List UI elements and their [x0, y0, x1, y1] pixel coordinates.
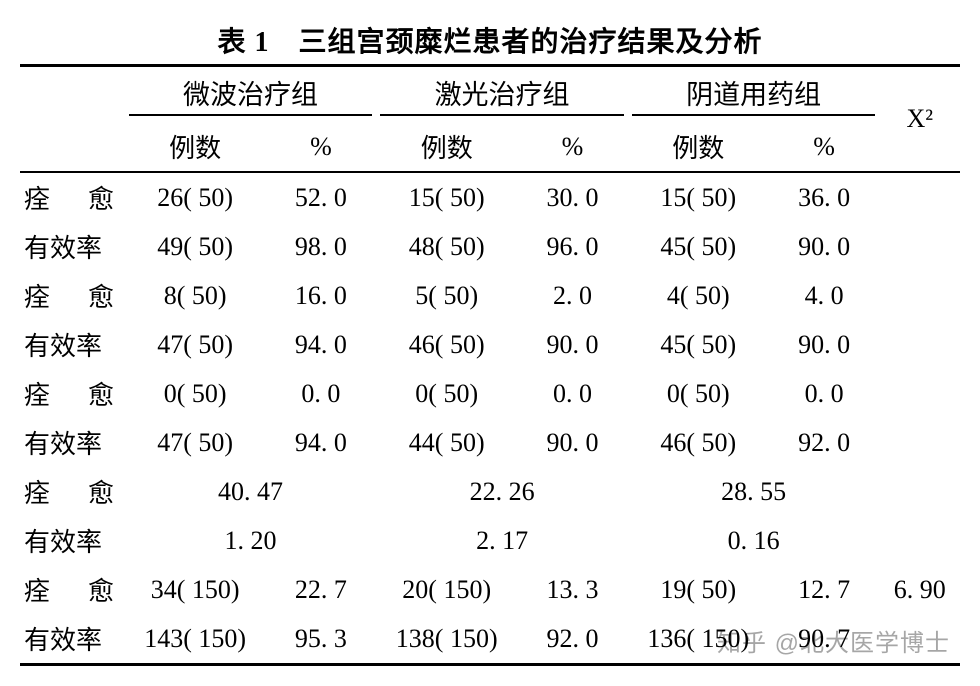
subhdr-pct: % [769, 122, 880, 172]
table-cell: 36. 0 [769, 172, 880, 222]
table-cell: 47( 50) [125, 418, 266, 467]
table-cell [879, 172, 960, 222]
table-row: 痊 愈8( 50)16. 05( 50)2. 04( 50)4. 0 [20, 271, 960, 320]
table-row: 痊 愈34( 150)22. 720( 150)13. 319( 50)12. … [20, 565, 960, 614]
row-label: 痊 愈 [20, 271, 125, 320]
table-cell: 0. 16 [628, 516, 880, 565]
table-row: 有效率49( 50)98. 048( 50)96. 045( 50)90. 0 [20, 222, 960, 271]
table-cell: 0( 50) [125, 369, 266, 418]
table-cell: 15( 50) [376, 172, 517, 222]
table-cell: 96. 0 [517, 222, 628, 271]
table-cell: 92. 0 [517, 614, 628, 665]
table-cell: 90. 0 [769, 320, 880, 369]
table-cell: 0. 0 [517, 369, 628, 418]
row-label: 痊 愈 [20, 172, 125, 222]
table-cell: 5( 50) [376, 271, 517, 320]
table-row: 痊 愈40. 4722. 2628. 55 [20, 467, 960, 516]
row-label: 痊 愈 [20, 467, 125, 516]
table-cell: 2. 17 [376, 516, 628, 565]
table-cell: 46( 50) [628, 418, 769, 467]
row-label: 有效率 [20, 614, 125, 665]
table-cell: 2. 0 [517, 271, 628, 320]
table-row: 痊 愈26( 50)52. 015( 50)30. 015( 50)36. 0 [20, 172, 960, 222]
table-cell: 0( 50) [628, 369, 769, 418]
table-cell: 22. 7 [266, 565, 377, 614]
table-cell [879, 418, 960, 467]
table-cell: 47( 50) [125, 320, 266, 369]
table-row: 痊 愈0( 50)0. 00( 50)0. 00( 50)0. 0 [20, 369, 960, 418]
table-cell: 45( 50) [628, 222, 769, 271]
table-cell: 98. 0 [266, 222, 377, 271]
subhdr-pct: % [517, 122, 628, 172]
table-cell: 143( 150) [125, 614, 266, 665]
table-cell: 90. 7 [769, 614, 880, 665]
row-label: 有效率 [20, 320, 125, 369]
subhdr-cases: 例数 [376, 122, 517, 172]
group-2-header: 激光治疗组 [380, 73, 624, 116]
row-label: 痊 愈 [20, 369, 125, 418]
table-cell: 95. 3 [266, 614, 377, 665]
row-label: 有效率 [20, 418, 125, 467]
table-cell [879, 320, 960, 369]
table-cell: 26( 50) [125, 172, 266, 222]
table-row: 有效率47( 50)94. 046( 50)90. 045( 50)90. 0 [20, 320, 960, 369]
table-cell: 45( 50) [628, 320, 769, 369]
table-cell: 92. 0 [769, 418, 880, 467]
group-3-header: 阴道用药组 [632, 73, 876, 116]
table-cell [879, 614, 960, 665]
table-cell: 90. 0 [517, 320, 628, 369]
table-cell: 34( 150) [125, 565, 266, 614]
table-row: 有效率143( 150)95. 3138( 150)92. 0136( 150)… [20, 614, 960, 665]
table-cell: 22. 26 [376, 467, 628, 516]
table-cell: 6. 90 [879, 565, 960, 614]
table-cell: 0. 0 [266, 369, 377, 418]
subhdr-pct: % [266, 122, 377, 172]
table-cell: 94. 0 [266, 418, 377, 467]
data-table: 微波治疗组 激光治疗组 阴道用药组 X² 例数 % 例数 % 例数 % 痊 愈2… [20, 64, 960, 666]
table-cell: 8( 50) [125, 271, 266, 320]
table-cell: 49( 50) [125, 222, 266, 271]
table-cell: 52. 0 [266, 172, 377, 222]
row-label: 有效率 [20, 516, 125, 565]
table-cell: 4. 0 [769, 271, 880, 320]
table-row: 有效率47( 50)94. 044( 50)90. 046( 50)92. 0 [20, 418, 960, 467]
table-cell: 30. 0 [517, 172, 628, 222]
subhdr-cases: 例数 [125, 122, 266, 172]
table-row: 有效率1. 202. 170. 16 [20, 516, 960, 565]
table-cell [879, 467, 960, 516]
table-cell: 136( 150) [628, 614, 769, 665]
table-cell: 0. 0 [769, 369, 880, 418]
table-cell: 46( 50) [376, 320, 517, 369]
table-cell [879, 369, 960, 418]
table-cell: 0( 50) [376, 369, 517, 418]
group-1-header: 微波治疗组 [129, 73, 373, 116]
row-label: 有效率 [20, 222, 125, 271]
table-cell: 28. 55 [628, 467, 880, 516]
row-label: 痊 愈 [20, 565, 125, 614]
table-cell [879, 271, 960, 320]
table-cell: 19( 50) [628, 565, 769, 614]
table-cell: 15( 50) [628, 172, 769, 222]
table-cell [879, 222, 960, 271]
subhdr-cases: 例数 [628, 122, 769, 172]
table-cell: 13. 3 [517, 565, 628, 614]
table-cell: 12. 7 [769, 565, 880, 614]
table-cell: 90. 0 [769, 222, 880, 271]
table-cell: 16. 0 [266, 271, 377, 320]
table-cell: 138( 150) [376, 614, 517, 665]
table-title: 表 1 三组宫颈糜烂患者的治疗结果及分析 [20, 20, 960, 60]
chi2-header: X² [879, 66, 960, 173]
table-cell: 40. 47 [125, 467, 377, 516]
table-cell [879, 516, 960, 565]
table-cell: 94. 0 [266, 320, 377, 369]
table-cell: 44( 50) [376, 418, 517, 467]
table-cell: 90. 0 [517, 418, 628, 467]
table-cell: 1. 20 [125, 516, 377, 565]
table-cell: 20( 150) [376, 565, 517, 614]
table-cell: 48( 50) [376, 222, 517, 271]
table-cell: 4( 50) [628, 271, 769, 320]
